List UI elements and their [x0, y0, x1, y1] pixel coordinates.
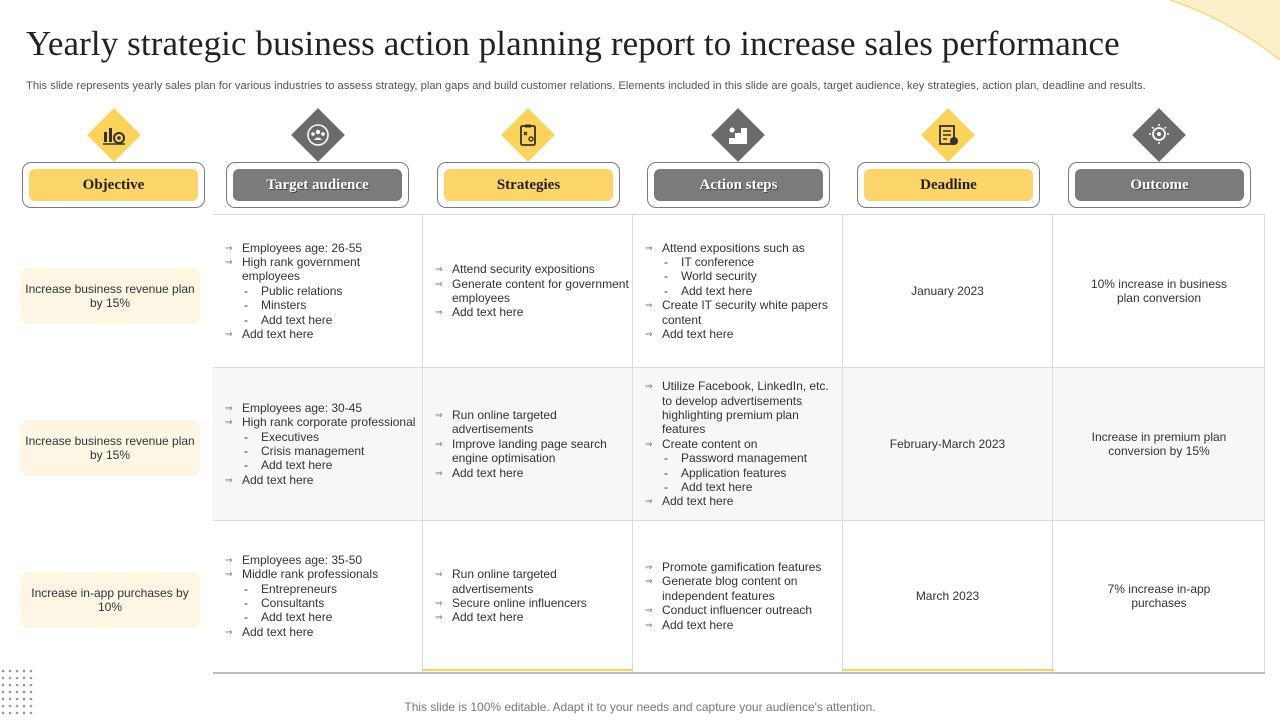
audience-group-icon — [291, 108, 345, 162]
list-item: Improve landing page search engine optim… — [435, 437, 631, 466]
list-item: Add text here — [645, 327, 841, 342]
list-item: Attend security expositions — [435, 262, 631, 277]
footer-note: This slide is 100% editable. Adapt it to… — [404, 700, 876, 714]
header-label: Target audience — [233, 169, 402, 201]
strategy-clipboard-icon — [501, 108, 555, 162]
list-item: Create IT security white papers content — [645, 298, 841, 327]
list-item: Utilize Facebook, LinkedIn, etc. to deve… — [645, 379, 841, 437]
objective-box: Increase in-app purchases by 10% — [20, 572, 200, 628]
list-item-text: High rank corporate professional — [242, 415, 416, 430]
header-outcome: Outcome — [1068, 162, 1251, 208]
dots-decoration — [1, 669, 33, 715]
objective-box: Increase business revenue plan by 15% — [20, 268, 200, 324]
outcome-cell: Increase in premium plan conversion by 1… — [1054, 368, 1265, 520]
list-item: Middle rank professionals Entrepreneurs … — [225, 567, 421, 625]
list-item: High rank government employees Public re… — [225, 255, 421, 327]
objective-box: Increase business revenue plan by 15% — [20, 420, 200, 476]
audience-cell: Employees age: 26-55 High rank governmen… — [213, 215, 423, 367]
header-deadline: Deadline — [857, 162, 1040, 208]
list-item-text: Attend expositions such as — [662, 240, 805, 255]
sub-item: Add text here — [664, 480, 860, 495]
header-label: Objective — [29, 169, 198, 201]
list-item: Add text here — [645, 494, 841, 509]
sub-item: IT conference — [664, 255, 860, 270]
deadline-cell: February-March 2023 — [843, 368, 1053, 520]
list-item: Run online targeted advertisements — [435, 567, 631, 596]
accent-line — [843, 669, 1054, 671]
list-item: Attend expositions such as IT conference… — [645, 241, 841, 299]
sub-item: Entrepreneurs — [244, 582, 440, 597]
header-target-audience: Target audience — [226, 162, 409, 208]
sub-item: Add text here — [244, 610, 440, 625]
table-row: Employees age: 30-45 High rank corporate… — [213, 368, 1265, 520]
list-item: Add text here — [225, 625, 421, 640]
sub-item: Password management — [664, 451, 860, 466]
actions-cell: Attend expositions such as IT conference… — [633, 215, 843, 367]
list-item: Add text here — [435, 610, 631, 625]
list-item: Generate blog content on independent fea… — [645, 574, 841, 603]
page-title: Yearly strategic business action plannin… — [26, 24, 1120, 63]
list-item: Employees age: 30-45 — [225, 401, 421, 416]
header-label: Outcome — [1075, 169, 1244, 201]
target-chart-icon — [87, 108, 141, 162]
list-item: Conduct influencer outreach — [645, 603, 841, 618]
idea-head-icon — [1132, 108, 1186, 162]
sub-item: Add text here — [244, 313, 440, 328]
actions-cell: Utilize Facebook, LinkedIn, etc. to deve… — [633, 368, 843, 520]
list-item: Promote gamification features — [645, 560, 841, 575]
outcome-cell: 7% increase in-app purchases — [1054, 520, 1265, 672]
list-item: Employees age: 35-50 — [225, 553, 421, 568]
sub-item: Public relations — [244, 284, 440, 299]
table-row: Employees age: 26-55 High rank governmen… — [213, 215, 1265, 367]
list-item: Generate content for government employee… — [435, 277, 631, 306]
row-divider — [213, 367, 1265, 368]
list-item: Run online targeted advertisements — [435, 408, 631, 437]
row-divider — [213, 520, 1265, 521]
list-item-text: High rank government employees — [242, 254, 361, 284]
deadline-cell: January 2023 — [843, 215, 1053, 367]
header-objective: Objective — [22, 162, 205, 208]
sub-item: Application features — [664, 466, 860, 481]
plan-table: Employees age: 26-55 High rank governmen… — [213, 214, 1265, 674]
header-label: Deadline — [864, 169, 1033, 201]
header-label: Strategies — [444, 169, 613, 201]
audience-cell: Employees age: 35-50 Middle rank profess… — [213, 520, 423, 672]
list-item: Add text here — [645, 618, 841, 633]
sub-item: Minsters — [244, 298, 440, 313]
strategies-cell: Run online targeted advertisements Secur… — [423, 520, 633, 672]
deadline-cell: March 2023 — [843, 520, 1053, 672]
sub-item: Add text here — [664, 284, 860, 299]
outcome-cell: 10% increase in business plan conversion — [1054, 215, 1265, 367]
header-strategies: Strategies — [437, 162, 620, 208]
strategies-cell: Run online targeted advertisements Impro… — [423, 368, 633, 520]
sub-item: Executives — [244, 430, 440, 445]
accent-line — [423, 669, 633, 671]
sub-item: Consultants — [244, 596, 440, 611]
steps-icon — [711, 108, 765, 162]
list-item-text: Middle rank professionals — [242, 567, 379, 582]
list-item: Add text here — [435, 466, 631, 481]
list-item-text: Create content on — [662, 436, 758, 451]
list-item: High rank corporate professional Executi… — [225, 415, 421, 473]
list-item: Employees age: 26-55 — [225, 241, 421, 256]
actions-cell: Promote gamification features Generate b… — [633, 520, 843, 672]
calendar-deadline-icon — [921, 108, 975, 162]
audience-cell: Employees age: 30-45 High rank corporate… — [213, 368, 423, 520]
sub-item: Crisis management — [244, 444, 440, 459]
sub-item: World security — [664, 269, 860, 284]
page-subtitle: This slide represents yearly sales plan … — [26, 80, 1146, 92]
strategies-cell: Attend security expositions Generate con… — [423, 215, 633, 367]
table-row: Employees age: 35-50 Middle rank profess… — [213, 520, 1265, 672]
list-item: Create content on Password management Ap… — [645, 437, 841, 495]
list-item: Add text here — [225, 473, 421, 488]
header-action-steps: Action steps — [647, 162, 830, 208]
list-item: Add text here — [225, 327, 421, 342]
list-item: Secure online influencers — [435, 596, 631, 611]
header-label: Action steps — [654, 169, 823, 201]
list-item: Add text here — [435, 305, 631, 320]
sub-item: Add text here — [244, 458, 440, 473]
corner-decoration — [1169, 0, 1280, 61]
